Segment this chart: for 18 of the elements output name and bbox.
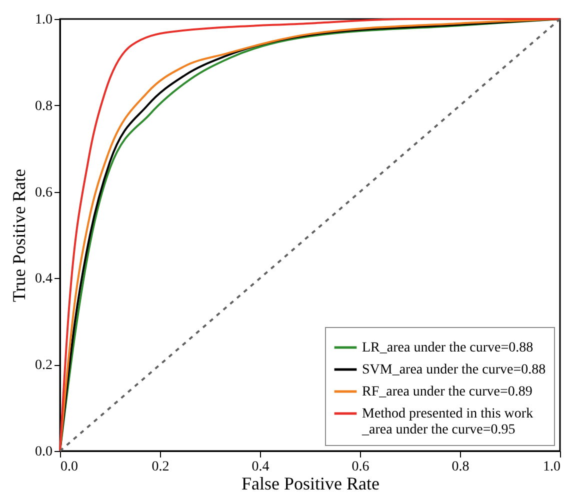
x-tick-label: 0.0	[60, 460, 78, 474]
y-tick-label: 0.8	[35, 98, 52, 114]
y-axis-title: True Positive Rate	[9, 168, 29, 302]
x-tick-label: 0.4	[252, 460, 270, 474]
x-tick-label: 0.2	[152, 460, 170, 474]
y-tick-label: 0.2	[35, 358, 52, 374]
legend-label: RF_area under the curve=0.89	[362, 384, 532, 400]
x-tick-label: 1.0	[543, 460, 560, 474]
y-tick-label: 1.0	[35, 12, 52, 28]
y-tick-label: 0.6	[35, 185, 52, 200]
x-tick-label: 0.6	[352, 460, 370, 474]
legend-label: LR_area under the curve=0.88	[362, 340, 534, 356]
legend-label: Method presented in this work _area under the curve=0.95	[361, 406, 534, 438]
x-tick-label: 0.8	[452, 460, 470, 474]
x-axis-title: False Positive Rate	[242, 474, 380, 494]
legend-label: SVM_area under the curve=0.88	[362, 362, 546, 378]
y-tick-label: 0.4	[35, 272, 52, 287]
y-tick-label: 0.0	[35, 444, 52, 460]
